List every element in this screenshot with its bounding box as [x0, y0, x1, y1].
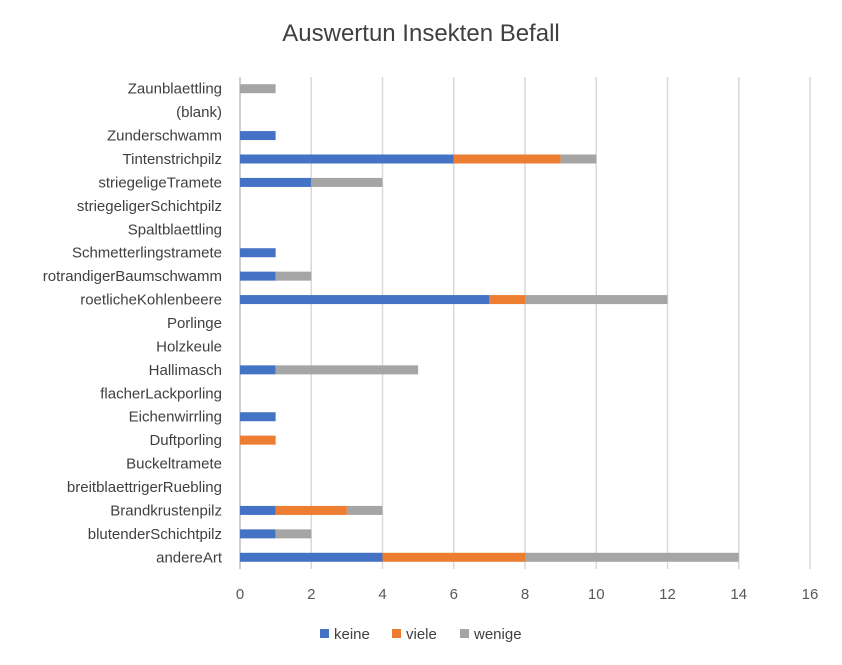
x-tick-label: 16	[802, 586, 819, 603]
bar-keine	[240, 552, 383, 562]
category-label: Schmetterlingstramete	[72, 245, 222, 262]
bar-keine	[240, 154, 454, 164]
category-label: roetlicheKohlenbeere	[80, 292, 222, 309]
category-label: Zunderschwamm	[107, 128, 222, 145]
bar-wenige	[525, 295, 668, 305]
bar-wenige	[525, 552, 739, 562]
legend: keine viele wenige	[320, 626, 522, 643]
x-tick-label: 14	[730, 586, 747, 603]
category-label: flacherLackporling	[100, 385, 222, 402]
gridlines	[239, 77, 811, 569]
category-label: (blank)	[176, 104, 222, 121]
bar-viele	[453, 154, 561, 164]
category-label: Spaltblaettling	[128, 221, 222, 238]
bar-viele	[240, 435, 276, 445]
category-label: striegeligeTramete	[98, 174, 222, 191]
category-label: andereArt	[156, 549, 223, 566]
legend-label-keine: keine	[334, 626, 370, 643]
bar-viele	[275, 505, 347, 515]
bar-keine	[240, 271, 276, 281]
x-tick-label: 8	[521, 586, 529, 603]
x-tick-labels: 0 2 4 6 8 10 12 14 16	[236, 586, 819, 603]
category-label: Zaunblaettling	[128, 81, 222, 98]
chart-title: Auswertun Insekten Befall	[282, 20, 560, 47]
x-tick-label: 12	[659, 586, 676, 603]
legend-label-viele: viele	[406, 626, 437, 643]
category-label: Duftporling	[149, 432, 222, 449]
legend-swatch-viele	[392, 629, 401, 638]
bar-keine	[240, 529, 276, 539]
category-label: blutenderSchichtpilz	[88, 526, 222, 543]
bar-viele	[382, 552, 525, 562]
bar-viele	[489, 295, 525, 305]
category-label: Tintenstrichpilz	[123, 151, 222, 168]
legend-swatch-wenige	[460, 629, 469, 638]
bar-keine	[240, 131, 276, 141]
category-label: rotrandigerBaumschwamm	[43, 268, 222, 285]
category-label: striegeligerSchichtpilz	[77, 198, 222, 215]
category-label: Eichenwirrling	[129, 409, 222, 426]
x-tick-label: 2	[307, 586, 315, 603]
legend-swatch-keine	[320, 629, 329, 638]
bar-keine	[240, 365, 276, 375]
bar-wenige	[311, 177, 383, 187]
bars	[240, 84, 739, 562]
bar-keine	[240, 248, 276, 258]
bar-wenige	[275, 271, 312, 281]
x-tick-label: 10	[588, 586, 605, 603]
category-label: Hallimasch	[149, 362, 222, 379]
category-label: Porlinge	[167, 315, 222, 332]
category-label: Brandkrustenpilz	[110, 502, 222, 519]
bar-wenige	[275, 365, 419, 375]
bar-keine	[240, 505, 276, 515]
category-label: breitblaettrigerRuebling	[67, 479, 222, 496]
x-tick-label: 6	[450, 586, 458, 603]
bar-keine	[240, 177, 312, 187]
bar-wenige	[240, 84, 276, 94]
category-label: Holzkeule	[156, 338, 222, 355]
x-tick-label: 4	[378, 586, 386, 603]
bar-keine	[240, 295, 490, 305]
category-labels: andereArt blutenderSchichtpilz Brandkruste…	[43, 81, 223, 567]
x-tick-label: 0	[236, 586, 244, 603]
bar-wenige	[560, 154, 597, 164]
bar-keine	[240, 412, 276, 422]
legend-label-wenige: wenige	[473, 626, 522, 643]
bar-wenige	[346, 505, 383, 515]
bar-wenige	[275, 529, 312, 539]
category-label: Buckeltramete	[126, 456, 222, 473]
